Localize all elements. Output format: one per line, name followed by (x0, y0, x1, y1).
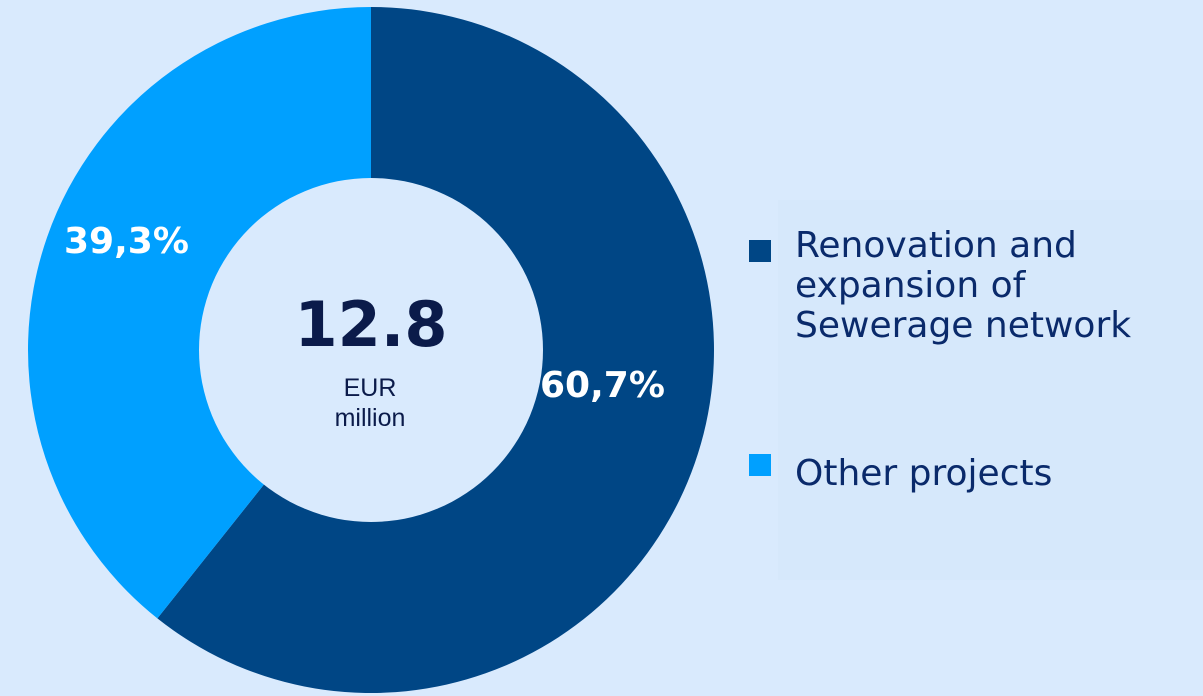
slice-other (27, 7, 371, 619)
legend-label-other: Other projects (795, 453, 1053, 494)
center-total-unit: EUR million (334, 374, 406, 432)
legend-label-sewerage: Renovation and expansion of Sewerage net… (795, 225, 1132, 346)
legend-item-sewerage: Renovation and expansion of Sewerage net… (749, 226, 1203, 346)
legend-swatch-other (749, 454, 771, 476)
donut-hole (199, 178, 543, 522)
slice-label-other: 39,3% (64, 221, 189, 262)
slice-label-sewerage: 60,7% (540, 365, 665, 406)
legend-item-other: Other projects (749, 454, 1203, 494)
legend-swatch-sewerage (749, 240, 771, 262)
legend-panel (778, 200, 1203, 580)
center-total-value: 12.8 (294, 288, 448, 361)
